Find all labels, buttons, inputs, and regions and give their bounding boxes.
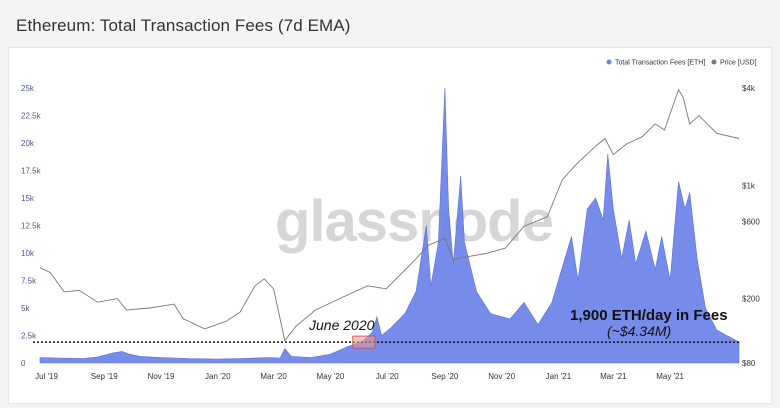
legend-fees-label: Total Transaction Fees [ETH] — [615, 60, 705, 67]
y-tick-right: $1k — [742, 181, 756, 190]
x-tick: Nov '19 — [148, 372, 175, 381]
y-tick-left: 0 — [21, 359, 26, 368]
y-tick-left: 5k — [21, 304, 30, 313]
y-tick-left: 20k — [21, 139, 35, 148]
y-tick-right: $200 — [742, 295, 760, 304]
x-tick: Sep '19 — [91, 372, 118, 381]
price-series-line — [39, 88, 740, 342]
x-tick: Jan '21 — [546, 372, 572, 381]
y-tick-left: 22.5k — [21, 112, 42, 121]
x-tick: Nov '20 — [488, 372, 515, 381]
x-tick: Jul '19 — [35, 372, 58, 381]
y-tick-left: 15k — [21, 194, 35, 203]
y-tick-right: $80 — [742, 359, 756, 368]
y-tick-left: 25k — [21, 84, 35, 93]
chart-title: Ethereum: Total Transaction Fees (7d EMA… — [16, 16, 351, 35]
y-tick-left: 10k — [21, 249, 35, 258]
x-tick: Jan '20 — [205, 372, 231, 381]
annotation-june: June 2020 — [308, 317, 375, 333]
chart-panel: glassnode 0 2.5k 5k 7.5k 10k 12.5k 15k 17.5k 20k… — [8, 47, 772, 404]
chart-svg: glassnode 0 2.5k 5k 7.5k 10k 12.5k 15k 17.5k 20k… — [21, 59, 760, 381]
y-tick-left: 2.5k — [21, 332, 37, 341]
x-tick: May '20 — [317, 372, 345, 381]
x-tick: Jul '20 — [376, 372, 399, 381]
y-tick-left: 17.5k — [21, 167, 42, 176]
x-tick: Mar '20 — [260, 372, 287, 381]
legend-price-label: Price [USD] — [720, 60, 757, 67]
june-2020-highlight — [352, 335, 376, 349]
legend-fees-marker — [606, 59, 612, 65]
annotation-fees: 1,900 ETH/day in Fees — [570, 307, 728, 324]
fees-series-area — [39, 87, 740, 364]
x-tick: May '21 — [656, 372, 684, 381]
watermark: glassnode — [275, 189, 553, 254]
x-tick: Sep '20 — [431, 372, 458, 381]
y-tick-right: $4k — [742, 84, 756, 93]
y-tick-left: 12.5k — [21, 222, 42, 231]
annotation-usd: (~$4.34M) — [607, 323, 671, 339]
x-tick: Mar '21 — [600, 372, 627, 381]
legend-price-marker — [711, 59, 717, 65]
y-tick-left: 7.5k — [21, 277, 37, 286]
y-tick-right: $600 — [742, 217, 760, 226]
